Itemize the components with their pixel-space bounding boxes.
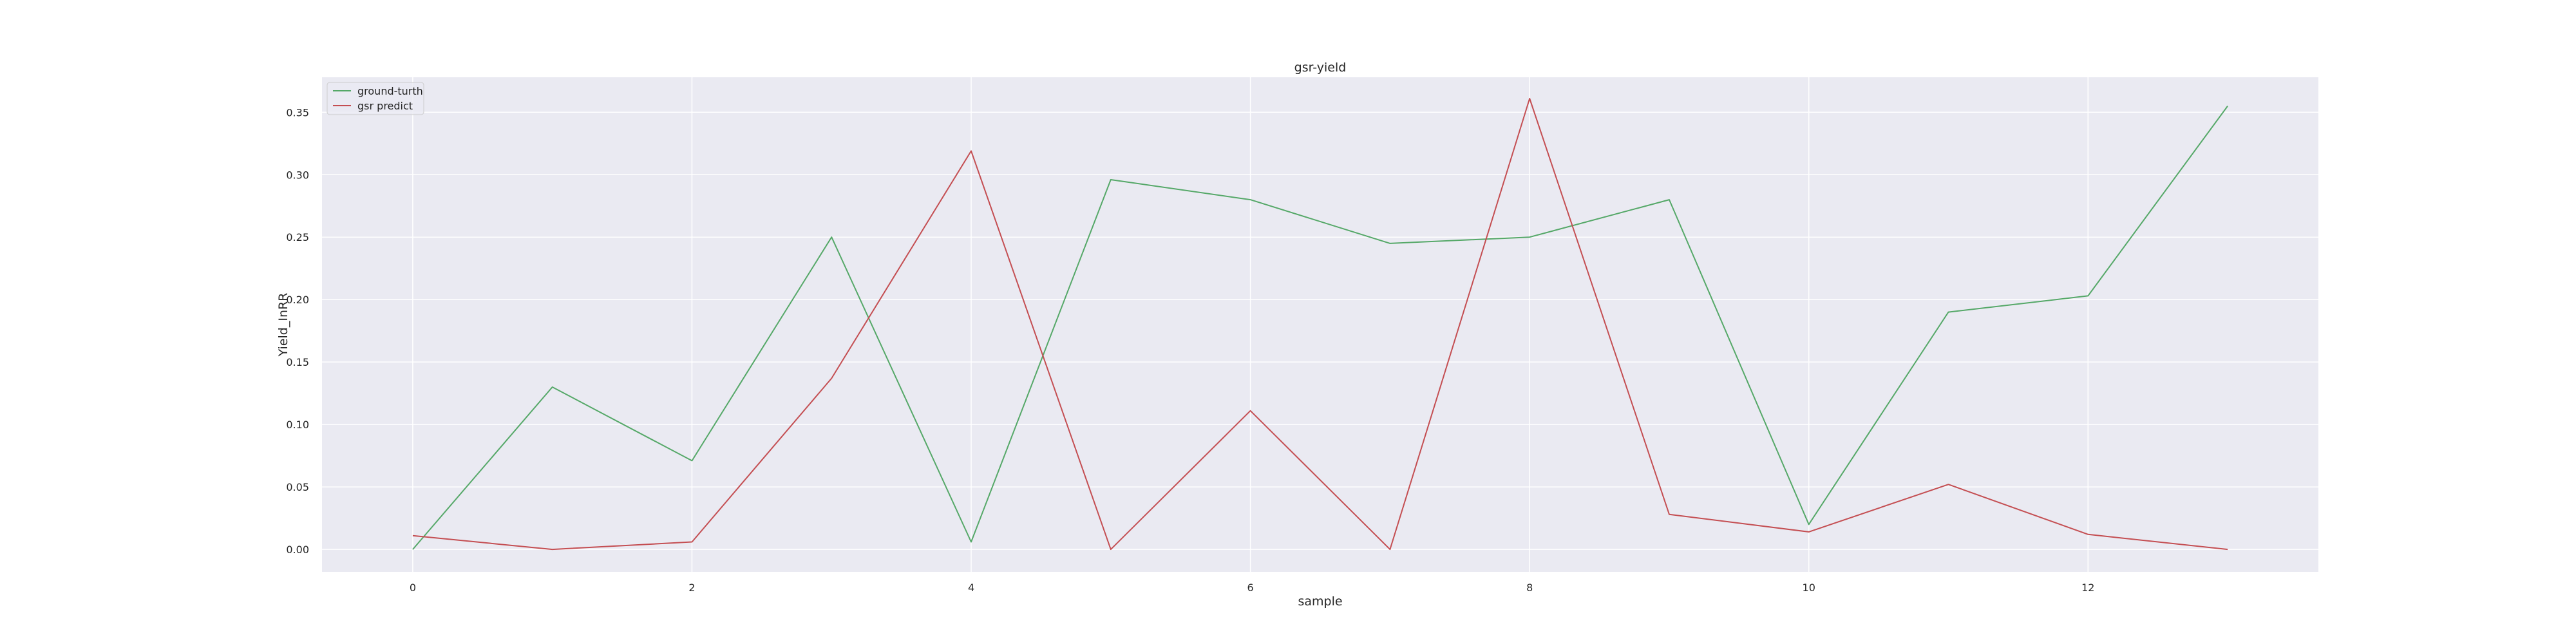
series-layer — [412, 98, 2228, 551]
y-tick-label: 0.25 — [286, 231, 309, 243]
y-tick-label: 0.20 — [286, 294, 309, 306]
y-tick-label: 0.10 — [286, 419, 309, 431]
y-axis-label: Yield_InRR — [276, 293, 290, 357]
series-line-gsr-predict — [412, 98, 2228, 551]
x-axis-ticks: 0 2 4 6 8 10 12 — [410, 582, 2095, 594]
x-tick-label: 2 — [688, 582, 695, 594]
x-tick-label: 6 — [1247, 582, 1254, 594]
x-axis-label: sample — [1298, 594, 1342, 609]
legend-box — [327, 82, 424, 115]
y-axis-ticks: 0.00 0.05 0.10 0.15 0.20 0.25 0.30 0.35 — [286, 106, 309, 556]
x-tick-label: 4 — [968, 582, 974, 594]
x-tick-label: 8 — [1526, 582, 1533, 594]
grid — [322, 77, 2318, 572]
plot-area — [322, 77, 2318, 572]
x-tick-label: 10 — [1803, 582, 1815, 594]
x-tick-label: 12 — [2081, 582, 2094, 594]
y-tick-label: 0.30 — [286, 169, 309, 181]
legend-label-gsr-predict: gsr predict — [357, 100, 413, 112]
legend-label-ground-turth: ground-turth — [357, 85, 423, 97]
y-tick-label: 0.00 — [286, 544, 309, 556]
legend: ground-turth gsr predict — [327, 82, 424, 115]
y-tick-label: 0.05 — [286, 481, 309, 493]
x-tick-label: 0 — [410, 582, 416, 594]
series-line-ground-turth — [412, 106, 2228, 550]
y-tick-label: 0.15 — [286, 356, 309, 368]
chart-title: gsr-yield — [1294, 61, 1347, 75]
y-tick-label: 0.35 — [286, 106, 309, 118]
